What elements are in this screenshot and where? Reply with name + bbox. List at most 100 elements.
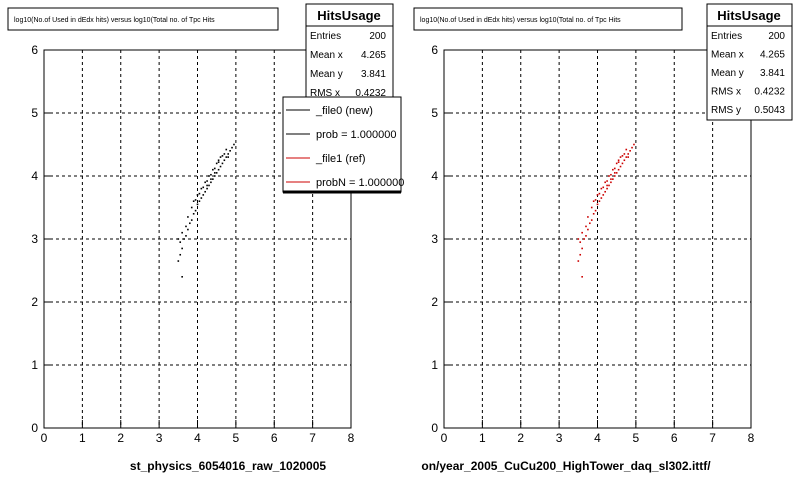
data-point: [625, 156, 628, 158]
x-tick-label: 1: [79, 431, 86, 445]
data-point: [206, 187, 208, 190]
data-point: [612, 178, 614, 180]
title-box: [413, 7, 683, 31]
data-point: [227, 153, 229, 155]
data-point: [206, 180, 208, 182]
stat-value: 200: [768, 31, 785, 42]
x-tick-label: 8: [748, 431, 755, 445]
data-point: [619, 165, 622, 168]
data-point: [215, 172, 218, 174]
data-point: [192, 200, 195, 202]
axes: 0 1 2 3 4 5 6 7 8 0 1 2 3 4 5 6: [431, 43, 754, 445]
data-point: [202, 186, 205, 189]
data-point: [187, 216, 189, 218]
data-point: [604, 181, 606, 184]
data-point: [606, 187, 608, 190]
x-tick-label: 4: [194, 431, 201, 445]
stats-rows: Entries 200 Mean x 4.265 Mean y 3.841 RMS x 0.4…: [310, 31, 386, 99]
x-tick-label: 7: [309, 431, 316, 445]
data-point: [223, 159, 226, 162]
y-tick-label: 6: [31, 43, 38, 57]
y-tick-label: 3: [431, 232, 438, 246]
data-point: [198, 192, 201, 195]
data-point: [619, 156, 622, 158]
data-point: [179, 253, 182, 256]
data-point: [621, 155, 624, 157]
data-point: [208, 175, 210, 177]
data-point: [631, 146, 633, 149]
legend: _file0 (new) prob = 1.000000 _file1 (ref) p…: [282, 96, 404, 194]
data-point: [198, 200, 201, 202]
data-point: [181, 247, 183, 250]
data-point: [579, 253, 582, 256]
stat-value: 0.4232: [754, 87, 785, 98]
y-tick-label: 1: [431, 358, 438, 372]
data-point: [204, 190, 206, 193]
plot-area: 0 1 2 3 4 5 6 7 8 0 1 2 3 4 5 6: [431, 43, 754, 445]
legend-label: _file0 (new): [315, 105, 373, 117]
x-tick-label: 3: [556, 431, 563, 445]
y-tick-label: 1: [31, 358, 38, 372]
data-point: [627, 153, 629, 155]
data-point: [590, 206, 593, 209]
data-point: [590, 219, 593, 221]
data-point: [600, 187, 603, 190]
y-tick-label: 3: [31, 232, 38, 246]
data-point: [594, 199, 597, 201]
stat-value: 3.841: [760, 68, 785, 79]
data-point: [185, 225, 187, 228]
data-point: [587, 228, 589, 231]
x-axis-label: st_physics_6054016_raw_1020005: [130, 459, 326, 473]
data-point: [606, 180, 608, 182]
data-point: [629, 150, 631, 152]
data-point: [200, 197, 203, 199]
data-point: [610, 181, 612, 184]
data-points: [577, 143, 635, 278]
data-point: [623, 159, 626, 162]
stat-label: RMS x: [711, 87, 741, 98]
data-point: [581, 247, 583, 250]
data-point: [589, 222, 591, 225]
data-point: [613, 175, 616, 177]
data-point: [181, 276, 183, 278]
x-tick-label: 5: [633, 431, 640, 445]
y-tick-label: 4: [431, 169, 438, 183]
stat-label: RMS y: [711, 105, 741, 116]
y-tick-label: 5: [431, 106, 438, 120]
data-point: [196, 194, 199, 196]
axes: 0 1 2 3 4 5 6 7 8 0 1 2 3 4 5 6: [31, 43, 354, 445]
stat-value: 0.5043: [754, 105, 785, 116]
data-point: [213, 167, 216, 170]
y-tick-label: 5: [31, 106, 38, 120]
data-point: [602, 194, 605, 196]
data-point: [225, 148, 228, 151]
data-point: [594, 209, 597, 212]
data-point: [613, 172, 616, 174]
data-point: [210, 178, 212, 180]
data-point: [179, 241, 182, 243]
data-point: [212, 168, 214, 171]
data-point: [225, 156, 228, 158]
data-point: [583, 238, 585, 240]
stat-value: 4.265: [361, 50, 386, 61]
data-point: [190, 206, 193, 209]
data-point: [190, 219, 193, 221]
data-point: [585, 225, 587, 228]
y-tick-label: 2: [31, 295, 38, 309]
chart-title: log10(No.of Used in dEdx hits) versus lo…: [420, 17, 621, 24]
y-tick-label: 0: [431, 421, 438, 435]
data-point: [604, 190, 606, 193]
data-point: [233, 143, 235, 146]
data-point: [608, 175, 610, 177]
legend-label: _file1 (ref): [315, 153, 366, 165]
data-point: [181, 231, 183, 234]
stat-label: Mean x: [711, 50, 744, 61]
data-point: [610, 178, 612, 180]
data-point: [183, 238, 185, 240]
legend-label: probN = 1.000000: [316, 177, 404, 189]
stat-value: 3.841: [361, 69, 386, 80]
data-point: [219, 165, 222, 168]
data-point: [615, 172, 618, 174]
data-point: [185, 235, 187, 237]
